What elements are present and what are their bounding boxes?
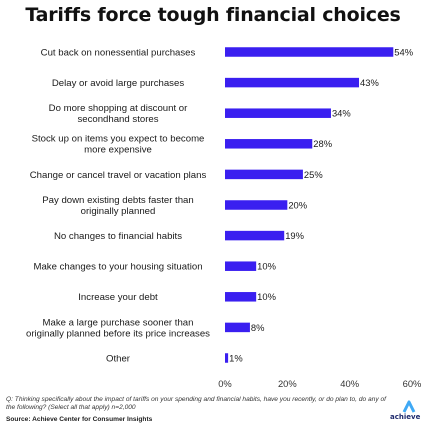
data-label: 10% [257,261,276,272]
data-label: 1% [229,352,243,363]
x-tick-label: 20% [278,378,297,389]
bar [225,139,313,149]
bar [225,292,257,302]
x-tick-label: 40% [340,378,359,389]
data-label: 28% [313,138,332,149]
bar [225,261,257,271]
category-label: Make changes to your housing situation [33,262,202,273]
data-label: 25% [304,169,323,180]
achieve-logo: achieve [390,400,420,424]
category-label: secondhand stores [77,114,158,125]
bar [225,322,250,333]
chart-source: Source: Achieve Center for Consumer Insi… [6,416,153,423]
chart-title: Tariffs force tough financial choices [25,4,401,26]
bar [225,200,288,210]
category-label: Delay or avoid large purchases [52,78,184,89]
bar [225,47,394,57]
bar [225,108,331,118]
data-label: 34% [332,108,351,119]
data-label: 20% [288,199,307,210]
data-label: 43% [360,77,379,88]
category-label: Increase your debt [78,292,158,303]
x-tick-label: 60% [403,378,422,389]
category-label: Stock up on items you expect to become [32,134,205,145]
category-label: No changes to financial habits [54,231,182,242]
x-tick-label: 0% [218,378,232,389]
achieve-chevron-icon [402,400,416,413]
data-label: 19% [285,230,304,241]
category-label: Pay down existing debts faster than [42,195,193,206]
category-label: Do more shopping at discount or [49,103,188,114]
bar [225,169,303,180]
chart-footnote: Q: Thinking specifically about the impac… [6,396,386,411]
achieve-logo-text: achieve [390,413,421,421]
data-label: 8% [251,322,265,333]
bar-chart: Cut back on nonessential purchases 54% Del… [26,46,422,389]
data-label: 54% [394,46,413,57]
category-label: more expensive [84,145,152,156]
bar [225,353,229,363]
category-label: originally planned before its price incr… [26,328,210,339]
category-label: Change or cancel travel or vacation plan… [30,170,207,181]
category-label: Cut back on nonessential purchases [41,47,196,58]
bar [225,77,360,88]
category-label: originally planned [81,206,156,217]
data-label: 10% [257,291,276,302]
bar [225,230,285,241]
category-label: Other [106,353,131,364]
category-label: Make a large purchase sooner than [43,317,194,328]
